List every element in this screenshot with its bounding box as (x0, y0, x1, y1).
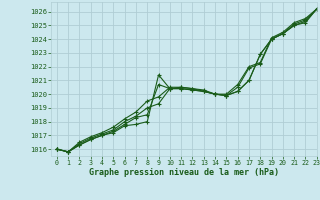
X-axis label: Graphe pression niveau de la mer (hPa): Graphe pression niveau de la mer (hPa) (89, 168, 279, 177)
